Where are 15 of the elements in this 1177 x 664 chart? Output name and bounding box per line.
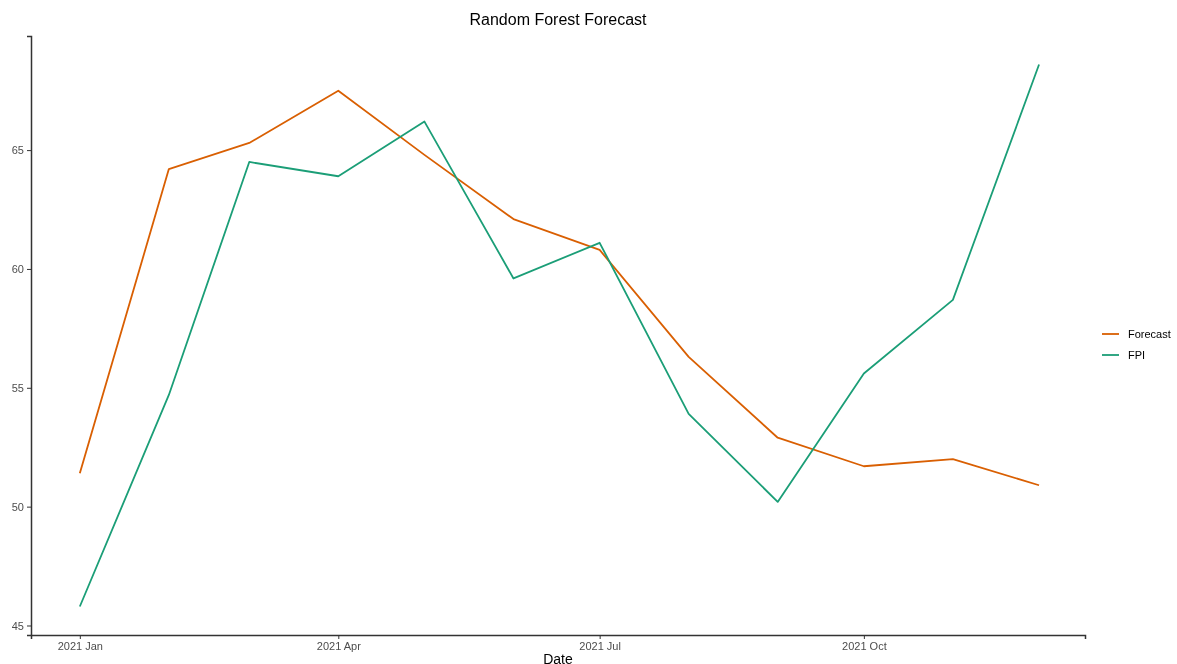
x-tick-label: 2021 Oct xyxy=(842,639,887,652)
x-axis-title: Date xyxy=(543,651,573,664)
y-tick-label: 45 xyxy=(11,619,24,632)
y-tick-label: 60 xyxy=(11,262,24,275)
line-series xyxy=(78,63,1040,608)
x-tick-label: 2021 Jan xyxy=(57,639,103,652)
x-tick-label: 2021 Apr xyxy=(316,639,362,652)
y-tick-label: 65 xyxy=(11,144,24,157)
y-tick-label: 55 xyxy=(11,381,24,394)
line-series xyxy=(78,89,1040,487)
chart-title: Random Forest Forecast xyxy=(469,11,648,28)
legend-label: FPI xyxy=(1128,349,1146,361)
x-tick-label: 2021 Jul xyxy=(579,639,621,652)
legend-label: Forecast xyxy=(1128,328,1171,340)
y-tick-label: 50 xyxy=(11,500,24,513)
